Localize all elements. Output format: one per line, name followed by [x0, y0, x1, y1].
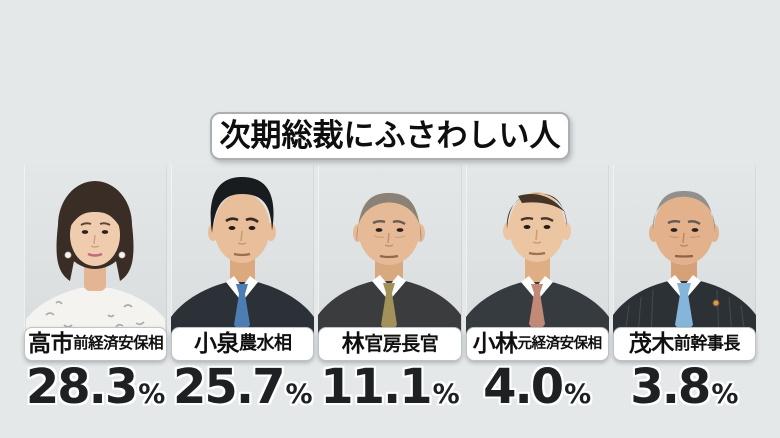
koizumi-photo-icon: [171, 177, 315, 335]
candidate-motegi: 茂木 前幹事長 3.8%: [612, 165, 756, 415]
percentage-value: 4.0: [483, 359, 564, 415]
percentage-unit: %: [432, 379, 460, 410]
candidate-percentage: 11.1%: [320, 359, 460, 415]
candidate-role: 元経済安保相: [517, 335, 603, 352]
kobayashi-photo-icon: [465, 192, 609, 335]
percentage-value: 11.1: [320, 359, 432, 415]
percentage-value: 28.3: [25, 359, 138, 415]
candidate-takaichi: 高市 前経済安保相 28.3%: [24, 165, 168, 415]
page-title: 次期総裁にふさわしい人: [219, 117, 561, 154]
percentage-unit: %: [564, 379, 592, 410]
percentage-unit: %: [138, 379, 166, 410]
candidate-koizumi: 小泉 農水相 25.7%: [171, 165, 315, 415]
candidate-role: 前経済安保相: [73, 334, 164, 353]
candidate-surname: 茂木: [628, 330, 675, 357]
candidate-name-box: 茂木 前幹事長: [612, 327, 756, 361]
candidate-surname: 林: [341, 330, 365, 357]
candidate-photo: [24, 165, 168, 335]
candidate-photo: [612, 165, 756, 335]
candidate-hayashi: 林官房長官 11.1%: [318, 165, 462, 415]
candidate-name-box: 高市 前経済安保相: [24, 327, 168, 361]
candidate-percentage: 4.0%: [483, 359, 592, 415]
candidate-name-box: 小泉 農水相: [171, 327, 315, 361]
candidate-role: 官房長官: [364, 332, 439, 355]
percentage-value: 3.8: [630, 359, 711, 415]
percentage-value: 25.7: [173, 359, 285, 415]
hayashi-photo-icon: [318, 193, 462, 335]
candidates-row: 高市 前経済安保相 28.3%: [24, 165, 756, 415]
candidate-percentage: 3.8%: [630, 359, 739, 415]
candidate-name-box: 林官房長官: [318, 327, 462, 361]
candidate-percentage: 28.3%: [25, 359, 166, 415]
candidate-name-box: 小林 元経済安保相: [465, 327, 609, 361]
percentage-unit: %: [285, 379, 313, 410]
candidate-photo: [318, 165, 462, 335]
candidate-kobayashi: 小林 元経済安保相 4.0%: [465, 165, 609, 415]
candidate-photo: [465, 165, 609, 335]
candidate-percentage: 25.7%: [173, 359, 313, 415]
candidate-surname: 小林: [472, 330, 519, 357]
candidate-surname: 高市: [28, 330, 74, 357]
takaichi-photo-icon: [26, 181, 165, 335]
candidate-photo: [171, 165, 315, 335]
candidate-surname: 小泉: [194, 330, 240, 357]
title-box: 次期総裁にふさわしい人: [210, 112, 570, 160]
candidate-role: 前幹事長: [673, 333, 741, 354]
candidate-role: 農水相: [239, 333, 292, 354]
percentage-unit: %: [711, 379, 739, 410]
motegi-photo-icon: [612, 191, 756, 335]
